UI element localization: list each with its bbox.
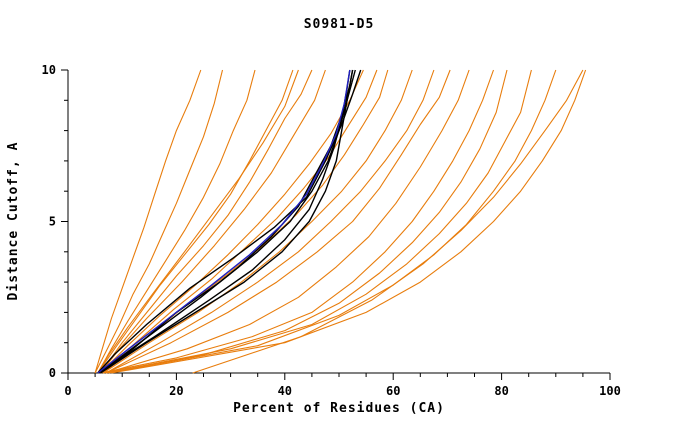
series-line-orange: [100, 69, 364, 374]
series-line-black: [97, 69, 354, 374]
series-line-orange: [100, 69, 313, 374]
y-axis-label: Distance Cutoff, A: [6, 142, 21, 301]
series-line-orange: [97, 69, 256, 374]
x-tick-label: 20: [169, 384, 183, 398]
series-line-blue: [97, 69, 351, 374]
series-line-orange: [94, 69, 202, 374]
series-line-black: [97, 69, 362, 374]
y-tick-label: 10: [42, 63, 56, 77]
x-tick-label: 40: [278, 384, 292, 398]
series-line-orange: [100, 69, 495, 374]
series-line-orange: [105, 69, 451, 374]
series-line-orange: [105, 69, 435, 374]
x-tick-label: 80: [494, 384, 508, 398]
series-line-orange: [100, 69, 378, 374]
series-line-orange: [97, 69, 299, 374]
series-line-orange: [192, 69, 584, 374]
series-line-orange: [111, 69, 587, 374]
series-line-orange: [105, 69, 470, 374]
series-line-orange: [108, 69, 557, 374]
y-tick-label: 5: [49, 215, 56, 229]
series-line-orange: [97, 69, 294, 374]
series-line-orange: [102, 69, 413, 374]
x-tick-label: 60: [386, 384, 400, 398]
x-tick-label: 0: [64, 384, 71, 398]
series-line-orange: [100, 69, 326, 374]
series-line-orange: [103, 69, 508, 374]
series-line-orange: [94, 69, 224, 374]
x-tick-label: 100: [599, 384, 621, 398]
series-lines: [94, 69, 587, 374]
y-tick-label: 0: [49, 366, 56, 380]
series-line-black: [100, 69, 354, 374]
axes: 0 20 40 60 80 100 0 5 10: [42, 63, 621, 398]
series-line-orange: [105, 69, 532, 374]
chart-title: S0981-D5: [304, 17, 375, 32]
series-line-black: [97, 69, 351, 374]
x-axis-label: Percent of Residues (CA): [233, 401, 445, 416]
